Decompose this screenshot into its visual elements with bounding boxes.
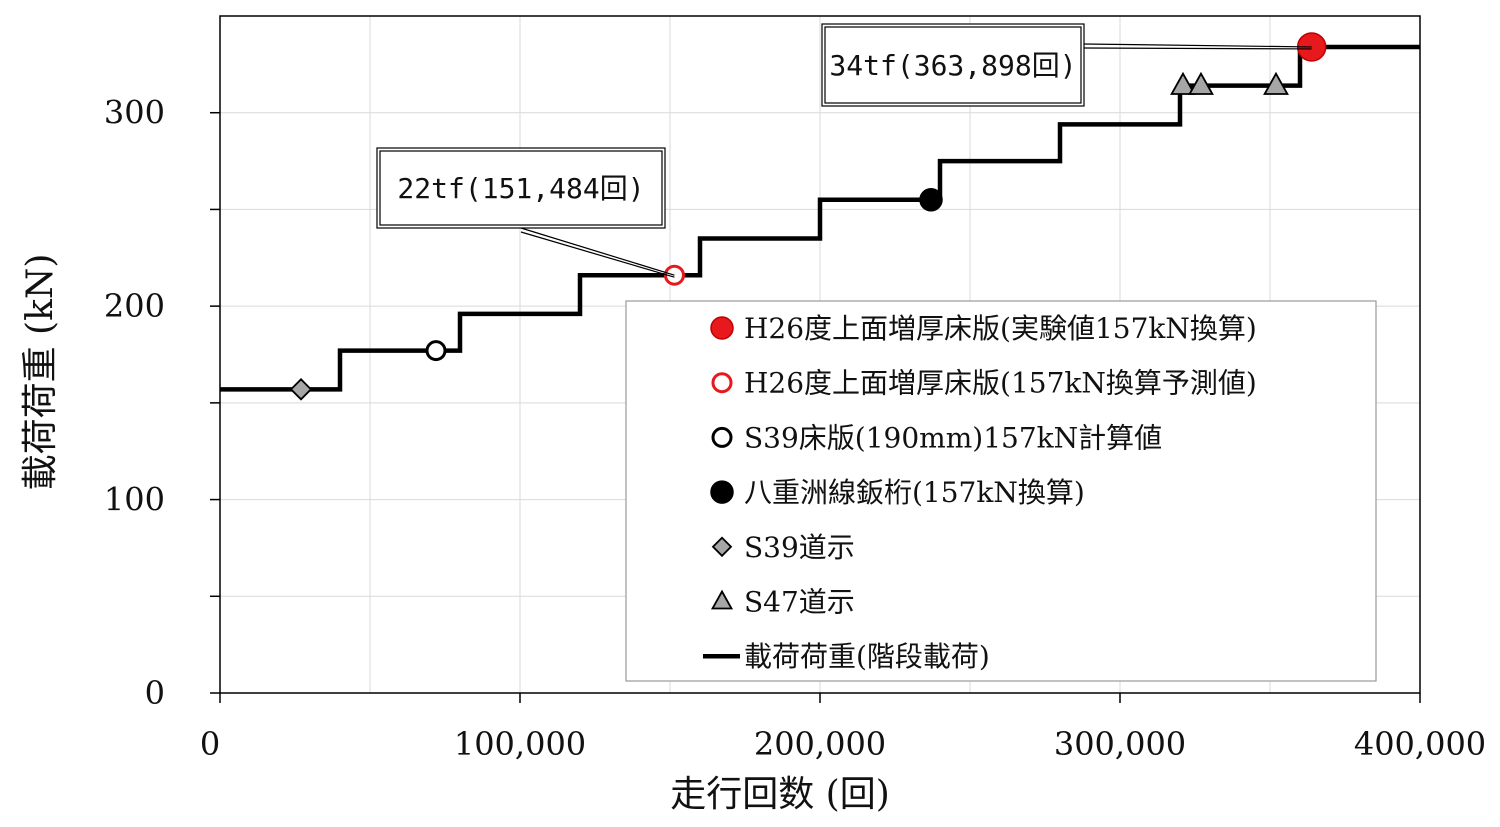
callout-box-outer	[376, 147, 666, 229]
y-tick-label: 300	[104, 94, 165, 132]
legend-label: S47道示	[744, 586, 855, 619]
data-point	[425, 340, 447, 362]
y-tick-label: 200	[104, 287, 165, 325]
legend: H26度上面増厚床版(実験値157kN換算) H26度上面増厚床版(157kN換算…	[625, 300, 1377, 682]
data-point	[919, 188, 943, 212]
callout-leader	[520, 227, 675, 276]
x-tick-label: 200,000	[754, 725, 886, 763]
y-tick-label: 0	[145, 674, 165, 712]
legend-marker	[710, 480, 734, 504]
callout-layer: 34tf(363,898回) 22tf(151,484回)	[376, 23, 1312, 278]
callout-box-outer	[821, 23, 1085, 107]
callout-label: 34tf(363,898回)	[829, 49, 1076, 82]
data-point	[1170, 71, 1196, 95]
x-tick-label: 400,000	[1354, 725, 1486, 763]
series-layer	[220, 32, 1420, 401]
x-tick-label: 300,000	[1054, 725, 1186, 763]
x-axis-title: 走行回数 (回)	[670, 774, 890, 815]
data-point	[1188, 71, 1214, 95]
y-tick-label: 100	[104, 481, 165, 519]
legend-marker	[710, 589, 734, 610]
legend-label: S39床版(190mm)157kN計算値	[744, 421, 1162, 454]
legend-marker	[711, 372, 733, 394]
callout-label: 22tf(151,484回)	[397, 172, 644, 205]
legend-marker	[710, 316, 734, 340]
callout-leader	[1083, 47, 1312, 50]
legend-label: H26度上面増厚床版(実験値157kN換算)	[744, 312, 1257, 345]
callout-box-inner	[824, 26, 1082, 104]
legend-label: 八重洲線鈑桁(157kN換算)	[744, 476, 1085, 509]
legend-label: 載荷荷重(階段載荷)	[744, 640, 990, 673]
x-tick-label: 0	[200, 725, 220, 763]
callout-leader	[1083, 43, 1312, 48]
callout-leader	[520, 231, 675, 278]
legend-box	[625, 300, 1377, 682]
callout: 22tf(151,484回)	[376, 147, 675, 278]
legend-label: H26度上面増厚床版(157kN換算予測値)	[744, 367, 1257, 400]
y-axis-title: 載荷荷重 (kN)	[20, 254, 61, 491]
legend-marker	[711, 426, 733, 448]
ticks-layer: 0 100 200 300 0 100,000 200,000 300,000 400,000	[104, 94, 1486, 763]
legend-label: S39道示	[744, 531, 855, 564]
legend-marker	[711, 536, 733, 558]
callout-box-inner	[379, 150, 663, 226]
callout: 34tf(363,898回)	[821, 23, 1312, 107]
x-tick-label: 100,000	[454, 725, 586, 763]
data-point	[1263, 71, 1289, 95]
data-point	[289, 378, 313, 401]
